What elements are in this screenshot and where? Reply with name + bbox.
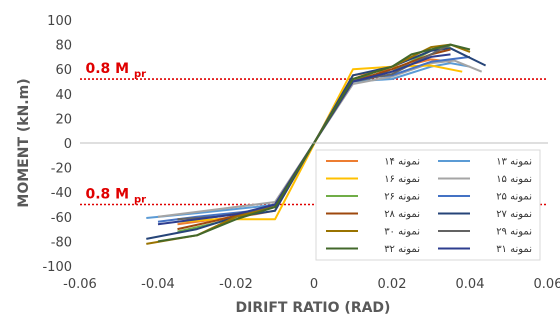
series-line (157, 43, 471, 243)
legend-label: نمونه ۲۸ (384, 209, 420, 220)
series-line (146, 47, 487, 240)
x-tick-label: 0.06 (534, 277, 560, 292)
legend-label: نمونه ۲۷ (496, 209, 532, 220)
legend-label: نمونه ۳۲ (384, 244, 420, 255)
x-tick-label: 0.02 (378, 277, 407, 292)
x-axis-title: DIRIFT RATIO (RAD) (236, 300, 391, 316)
x-tick-label: 0 (310, 277, 318, 292)
legend-label: نمونه ۱۶ (384, 174, 420, 185)
reference-annotation: 0.8 M pr (86, 187, 147, 206)
legend-label: نمونه ۳۰ (384, 227, 420, 238)
legend-label: نمونه ۲۵ (496, 192, 532, 203)
y-tick-label: 40 (55, 88, 72, 103)
axes-group: 100 80 60 40 20 0 -20 -40 -60 -80 -100 -0.06 -0.04 -0… (42, 14, 560, 292)
y-tick-label: -40 (51, 186, 72, 201)
legend-label: نمونه ۱۴ (384, 157, 420, 168)
y-tick-label: -60 (51, 211, 72, 226)
legend-box (315, 149, 541, 261)
reference-annotation: 0.8 M pr (86, 61, 147, 80)
y-tick-label: 0 (64, 137, 72, 152)
legend-label: نمونه ۱۳ (496, 157, 532, 168)
y-tick-label: 100 (47, 14, 72, 29)
legend-label: نمونه ۱۵ (496, 174, 532, 185)
x-tick-label: -0.06 (63, 277, 97, 292)
y-tick-label: 60 (55, 63, 72, 78)
legend-label: نمونه ۲۹ (496, 227, 532, 238)
y-tick-label: -20 (51, 162, 72, 177)
y-tick-label: 80 (55, 39, 72, 54)
legend: نمونه ۱۳ نمونه ۱۴ نمونه ۱۵ نمونه ۱۶ نمونه ۲۵… (315, 149, 541, 261)
x-tick-label: -0.04 (141, 277, 175, 292)
y-tick-label: 20 (55, 112, 72, 127)
x-tick-label: 0.04 (456, 277, 485, 292)
series-line (177, 64, 463, 223)
series-line (157, 59, 483, 218)
y-tick-label: -80 (51, 235, 72, 250)
y-tick-label: -100 (42, 260, 72, 275)
legend-label: نمونه ۲۶ (384, 192, 420, 203)
x-tick-label: -0.02 (219, 277, 253, 292)
annotations-group: 0.8 M pr 0.8 M pr (86, 61, 147, 205)
legend-label: نمونه ۳۱ (496, 244, 532, 255)
y-axis-title: MOMENT (kN.m) (16, 78, 32, 207)
